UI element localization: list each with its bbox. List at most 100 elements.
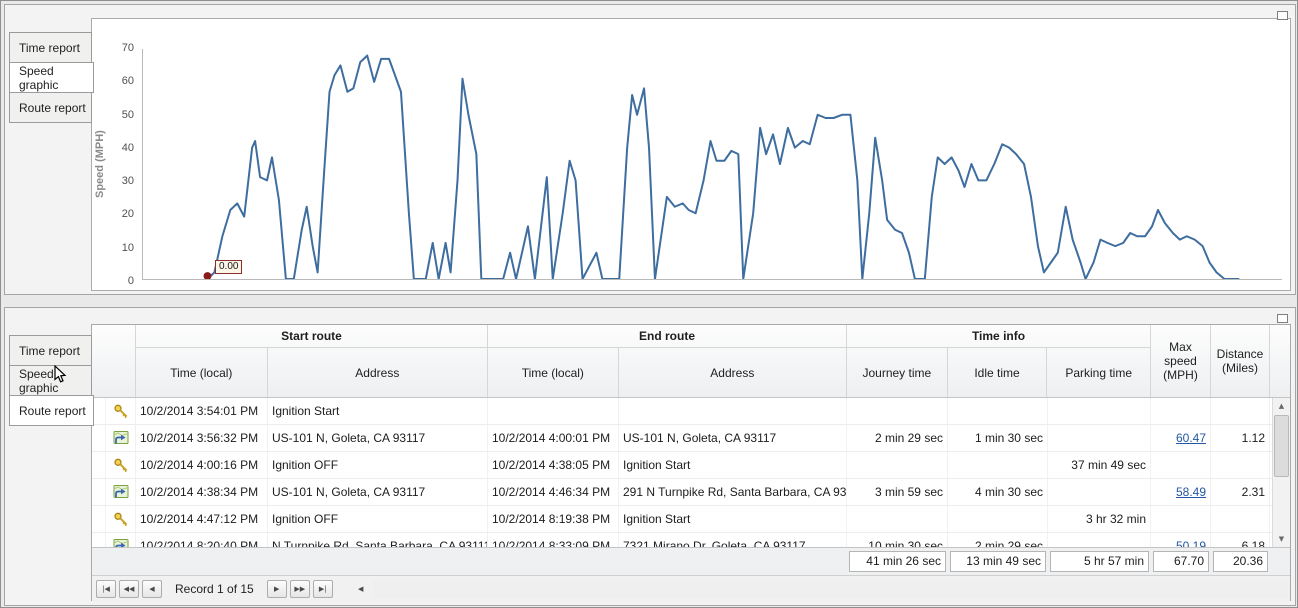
cell-max-speed: 58.49 <box>1151 479 1211 505</box>
cell-end-address: Ignition Start <box>619 506 847 532</box>
cell-distance <box>1211 398 1270 424</box>
route-icon <box>113 485 128 498</box>
scroll-up-icon[interactable]: ▲ <box>1278 402 1285 410</box>
column-header-parking-time[interactable]: Parking time <box>1065 365 1133 380</box>
vertical-scrollbar[interactable]: ▲ ▼ <box>1272 398 1290 547</box>
cell-end-address: Ignition Start <box>619 452 847 478</box>
record-navigator: |◀ ◀◀ ◀ Record 1 of 15 ▶ ▶▶ ▶| ◀ <box>92 575 1290 602</box>
column-header-end-address[interactable]: Address <box>710 365 755 380</box>
cell-max-speed <box>1151 398 1211 424</box>
collapse-icon <box>1276 10 1288 20</box>
cell-end-address: 7321 Mirano Dr, Goleta, CA 93117 <box>619 533 847 547</box>
row-type-icon-cell <box>106 533 136 547</box>
nav-last-button[interactable]: ▶| <box>312 580 333 598</box>
max-speed-link[interactable]: 60.47 <box>1175 431 1206 445</box>
cell-start-time: 10/2/2014 3:54:01 PM <box>136 398 268 424</box>
nav-next-page-button[interactable]: ▶▶ <box>289 580 310 598</box>
cell-parking-time: 3 hr 32 min <box>1048 506 1151 532</box>
bottom-tab-time-report[interactable]: Time report <box>9 335 92 366</box>
top-tab-strip: Time report Speed graphic Route report <box>9 32 99 123</box>
table-row[interactable]: 10/2/2014 3:56:32 PM US-101 N, Goleta, CA… <box>92 425 1273 452</box>
table-row[interactable]: 10/2/2014 8:20:40 PM N Turnpike Rd, Santa… <box>92 533 1273 547</box>
cell-idle-time <box>948 452 1048 478</box>
cell-end-time <box>488 398 619 424</box>
top-tab-route-report[interactable]: Route report <box>9 92 92 123</box>
cell-idle-time: 1 min 30 sec <box>948 425 1048 451</box>
top-panel-collapse-button[interactable] <box>1275 9 1289 21</box>
cell-journey-time <box>847 452 948 478</box>
speed-graphic-panel: Time report Speed graphic Route report Spe… <box>4 4 1296 295</box>
cell-parking-time <box>1048 479 1151 505</box>
column-header-journey-time[interactable]: Journey time <box>847 348 948 397</box>
row-indicator <box>92 425 106 451</box>
key-icon <box>113 404 127 418</box>
column-header-max-speed[interactable]: Max speed (MPH) <box>1151 325 1211 397</box>
column-header-start-time[interactable]: Time (local) <box>136 348 268 397</box>
cell-journey-time <box>847 506 948 532</box>
header-indicator-blank <box>92 325 136 397</box>
column-header-end-time[interactable]: Time (local) <box>488 348 619 397</box>
start-point-marker <box>203 272 212 279</box>
row-type-icon-cell <box>106 398 136 424</box>
key-icon <box>113 458 127 472</box>
row-indicator <box>92 452 106 478</box>
nav-next-button[interactable]: ▶ <box>266 580 287 598</box>
summary-parking-time: 5 hr 57 min <box>1050 551 1149 572</box>
summary-idle-time: 13 min 49 sec <box>950 551 1046 572</box>
cell-end-time: 10/2/2014 4:00:01 PM <box>488 425 619 451</box>
column-header-start-address[interactable]: Address <box>355 365 400 380</box>
cell-start-address: US-101 N, Goleta, CA 93117 <box>268 479 488 505</box>
cell-start-time: 10/2/2014 4:38:34 PM <box>136 479 268 505</box>
cell-distance: 1.12 <box>1211 425 1270 451</box>
row-indicator <box>92 398 106 424</box>
max-speed-link[interactable]: 58.49 <box>1175 485 1206 499</box>
group-label-end-route: End route <box>488 325 846 348</box>
cell-max-speed: 60.47 <box>1151 425 1211 451</box>
row-type-icon-cell <box>106 425 136 451</box>
bottom-tab-speed-graphic[interactable]: Speed graphic <box>9 365 92 396</box>
grid-body: 10/2/2014 3:54:01 PM Ignition Start 10/2/2… <box>92 398 1290 547</box>
cell-distance <box>1211 452 1270 478</box>
cell-idle-time: 4 min 30 sec <box>948 479 1048 505</box>
cell-parking-time <box>1048 425 1151 451</box>
y-tick-label: 50 <box>121 108 134 121</box>
route-report-grid: Start route Time (local) Address End rou… <box>91 324 1291 602</box>
summary-max-speed: 67.70 <box>1153 551 1209 572</box>
chart-annotation: 0.00 <box>215 260 243 274</box>
nav-prev-button[interactable]: ◀ <box>142 580 162 598</box>
bottom-tab-route-report[interactable]: Route report <box>9 395 94 426</box>
horizontal-scrollbar-track[interactable] <box>372 580 1290 598</box>
nav-first-button[interactable]: |◀ <box>96 580 116 598</box>
bottom-panel-collapse-button[interactable] <box>1275 312 1289 324</box>
scrollbar-thumb[interactable] <box>1274 415 1289 477</box>
table-row[interactable]: 10/2/2014 4:00:16 PM Ignition OFF 10/2/201… <box>92 452 1273 479</box>
max-speed-link[interactable]: 50.19 <box>1175 539 1206 547</box>
y-tick-label: 0 <box>127 275 134 287</box>
cell-end-time: 10/2/2014 4:46:34 PM <box>488 479 619 505</box>
y-tick-label: 20 <box>121 208 134 221</box>
top-tab-speed-graphic[interactable]: Speed graphic <box>9 62 94 93</box>
bottom-tab-strip: Time report Speed graphic Route report <box>9 335 99 426</box>
header-group-end-route: End route Time (local) Address <box>488 325 847 397</box>
cell-start-address: Ignition OFF <box>268 506 488 532</box>
cell-end-time: 10/2/2014 8:19:38 PM <box>488 506 619 532</box>
scroll-down-icon[interactable]: ▼ <box>1278 535 1285 543</box>
table-row[interactable]: 10/2/2014 4:47:12 PM Ignition OFF 10/2/201… <box>92 506 1273 533</box>
cell-idle-time: 2 min 29 sec <box>948 533 1048 547</box>
column-header-distance[interactable]: Distance (Miles) <box>1211 325 1270 397</box>
cell-parking-time <box>1048 398 1151 424</box>
nav-prev-page-button[interactable]: ◀◀ <box>119 580 139 598</box>
column-header-idle-time[interactable]: Idle time <box>948 348 1048 397</box>
row-type-icon-cell <box>106 479 136 505</box>
cell-max-speed <box>1151 452 1211 478</box>
cell-parking-time: 37 min 49 sec <box>1048 452 1151 478</box>
hscroll-left-icon[interactable]: ◀ <box>358 585 364 593</box>
table-row[interactable]: 10/2/2014 4:38:34 PM US-101 N, Goleta, CA… <box>92 479 1273 506</box>
top-tab-time-report[interactable]: Time report <box>9 32 92 63</box>
cell-start-address: US-101 N, Goleta, CA 93117 <box>268 425 488 451</box>
cell-start-address: Ignition OFF <box>268 452 488 478</box>
table-row[interactable]: 10/2/2014 3:54:01 PM Ignition Start <box>92 398 1273 425</box>
cell-max-speed <box>1151 506 1211 532</box>
row-indicator <box>92 533 106 547</box>
